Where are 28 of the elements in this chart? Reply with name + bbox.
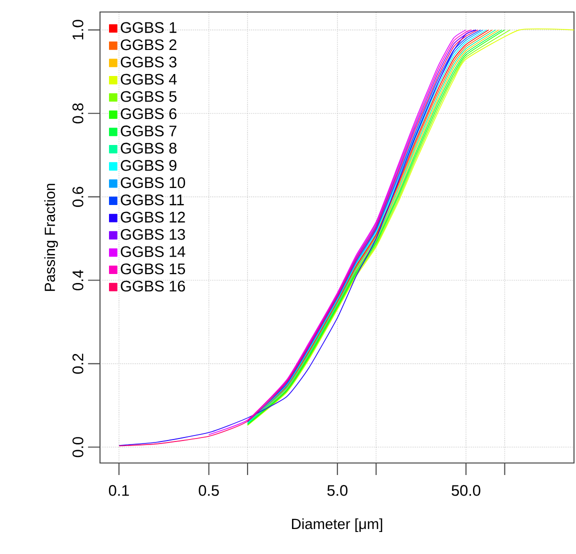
legend-label: GGBS 11 bbox=[120, 194, 184, 206]
legend-label: GGBS 15 bbox=[120, 263, 186, 274]
y-axis-title: Passing Fraction bbox=[44, 184, 58, 291]
y-tick-label: 0.6 bbox=[72, 186, 84, 207]
x-tick-label: 0.5 bbox=[198, 485, 219, 496]
legend-label: GGBS 8 bbox=[120, 142, 176, 154]
x-tick-label: 5.0 bbox=[327, 485, 348, 496]
legend-label: GGBS 4 bbox=[120, 74, 177, 85]
legend-label: GGBS 6 bbox=[120, 108, 176, 120]
legend-label: GGBS 14 bbox=[120, 246, 186, 258]
legend-label: GGBS 2 bbox=[120, 39, 176, 50]
legend-label: GGBS 3 bbox=[120, 56, 176, 68]
legend-label: GGBS 1 bbox=[120, 22, 176, 33]
legend-label: GGBS 5 bbox=[120, 91, 176, 102]
legend-label: GGBS 10 bbox=[120, 177, 186, 188]
y-tick-label: 1.0 bbox=[72, 20, 84, 40]
x-tick-label: 50.0 bbox=[452, 485, 480, 496]
y-tick-label: 0.2 bbox=[72, 354, 84, 374]
legend-label: GGBS 13 bbox=[120, 228, 185, 240]
y-tick-label: 0.4 bbox=[72, 270, 84, 290]
legend-label: GGBS 12 bbox=[120, 212, 185, 223]
x-axis-title: Diameter [μm] bbox=[292, 518, 382, 532]
y-tick-label: 0.8 bbox=[72, 103, 84, 124]
x-tick-label: 0.1 bbox=[108, 485, 129, 496]
legend-label: GGBS 16 bbox=[120, 280, 185, 292]
legend-label: GGBS 9 bbox=[120, 160, 176, 171]
legend-label: GGBS 7 bbox=[120, 126, 176, 136]
y-tick-label: 0.0 bbox=[72, 437, 84, 458]
